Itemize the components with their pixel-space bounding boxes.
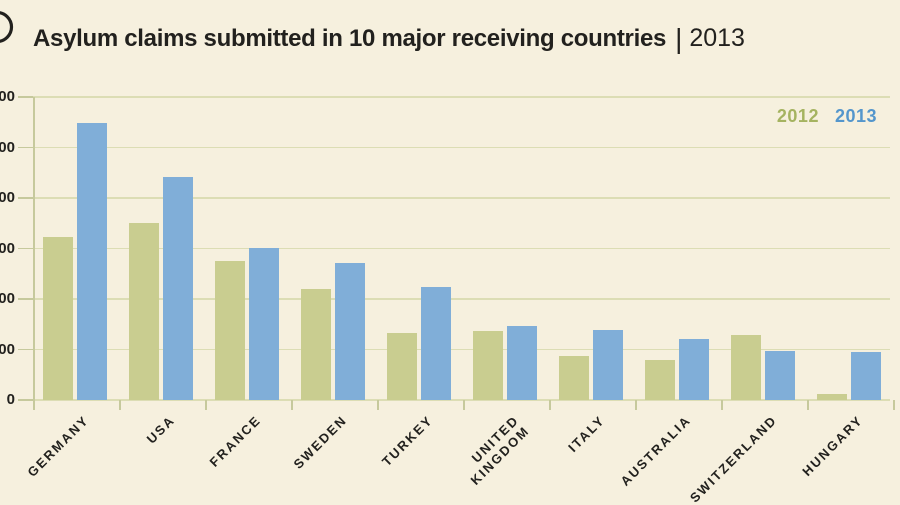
y-axis-line (33, 97, 35, 410)
y-axis-label: 20,000 (0, 340, 15, 358)
bar-switzerland-2012 (731, 334, 761, 400)
y-axis-label: 80,000 (0, 189, 15, 206)
bar-usa-2013 (163, 176, 194, 400)
x-axis-label-germany: GERMANY (24, 412, 92, 480)
bar-germany-2013 (77, 123, 108, 400)
x-axis-tick (807, 400, 809, 410)
x-axis-tick (721, 400, 723, 410)
bar-switzerland-2013 (765, 351, 796, 400)
logo-circle-icon (0, 11, 14, 43)
bar-italy-2013 (593, 329, 624, 400)
x-axis-tick (119, 400, 121, 410)
y-axis-label: 120,000 (0, 88, 15, 105)
chart-title-main: Asylum claims submitted in 10 major rece… (33, 25, 667, 52)
chart-title: Asylum claims submitted in 10 major rece… (33, 17, 745, 55)
bar-france-2012 (215, 260, 245, 400)
bar-australia-2012 (645, 360, 675, 400)
y-axis-label: 100,000 (0, 138, 15, 156)
bar-turkey-2013 (421, 286, 452, 400)
legend-item-2012: 2012 (776, 106, 819, 126)
bar-hungary-2012 (817, 394, 847, 400)
y-gridline (33, 247, 890, 250)
y-axis-label: 0 (6, 391, 15, 408)
bar-italy-2012 (559, 356, 589, 400)
y-axis-tick (18, 298, 33, 300)
bar-turkey-2012 (387, 333, 417, 400)
y-axis-tick (18, 348, 33, 351)
y-gridline (33, 399, 890, 401)
legend-item-2013: 2013 (834, 106, 877, 126)
y-gridline (33, 197, 890, 199)
x-axis-tick (893, 400, 895, 410)
x-axis-tick (291, 400, 293, 410)
x-axis-tick (33, 400, 35, 410)
x-axis-tick (377, 400, 379, 410)
y-axis-label: 40,000 (0, 290, 15, 307)
bar-hungary-2013 (851, 352, 882, 400)
y-gridline (33, 146, 890, 149)
title-separator: | (675, 23, 683, 54)
legend: 2012 2013 (777, 106, 877, 127)
y-axis-tick (18, 146, 33, 149)
y-axis-tick (18, 96, 33, 98)
x-axis-tick (635, 400, 637, 410)
bar-germany-2012 (43, 237, 73, 400)
y-gridline (33, 96, 890, 98)
bar-sweden-2013 (335, 262, 366, 400)
bar-france-2013 (249, 248, 280, 400)
bar-sweden-2012 (301, 289, 331, 400)
bar-united-kingdom-2013 (507, 326, 538, 400)
x-axis-tick (205, 400, 207, 410)
y-gridline (33, 348, 890, 351)
x-axis-tick (549, 400, 551, 410)
bar-united-kingdom-2012 (473, 330, 503, 400)
bar-australia-2013 (679, 338, 710, 400)
y-gridline (33, 298, 890, 300)
title-year: 2013 (689, 24, 745, 52)
bar-usa-2012 (129, 223, 159, 400)
y-axis-tick (18, 399, 33, 401)
x-axis-tick (463, 400, 465, 410)
y-axis-label: 60,000 (0, 239, 15, 257)
y-axis-tick (18, 247, 33, 250)
y-axis-tick (18, 197, 33, 199)
